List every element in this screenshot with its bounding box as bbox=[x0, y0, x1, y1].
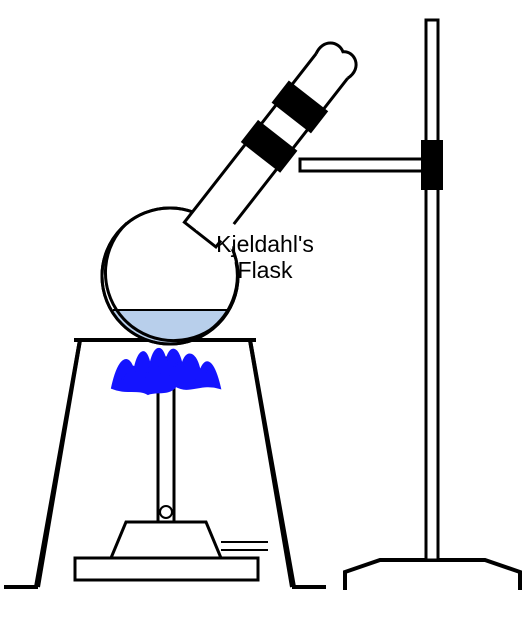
kjeldahl-apparatus-diagram: Kjeldahl's Flask bbox=[0, 0, 532, 620]
burner-plate bbox=[75, 558, 258, 580]
burner-base bbox=[111, 522, 221, 558]
tripod-leg-left bbox=[38, 340, 80, 587]
flask-label-line1: Kjeldahl's bbox=[216, 231, 314, 257]
kjeldahl-flask bbox=[102, 37, 362, 344]
retort-stand-pole bbox=[426, 20, 438, 560]
clamp-arm bbox=[300, 159, 432, 171]
retort-stand-base bbox=[345, 560, 520, 590]
stand-clamp bbox=[421, 140, 443, 190]
flask-label-line2: Flask bbox=[238, 257, 293, 283]
flame bbox=[112, 349, 220, 394]
burner-valve bbox=[160, 506, 172, 518]
